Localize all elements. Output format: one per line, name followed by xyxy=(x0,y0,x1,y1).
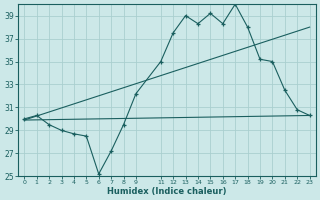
X-axis label: Humidex (Indice chaleur): Humidex (Indice chaleur) xyxy=(107,187,227,196)
